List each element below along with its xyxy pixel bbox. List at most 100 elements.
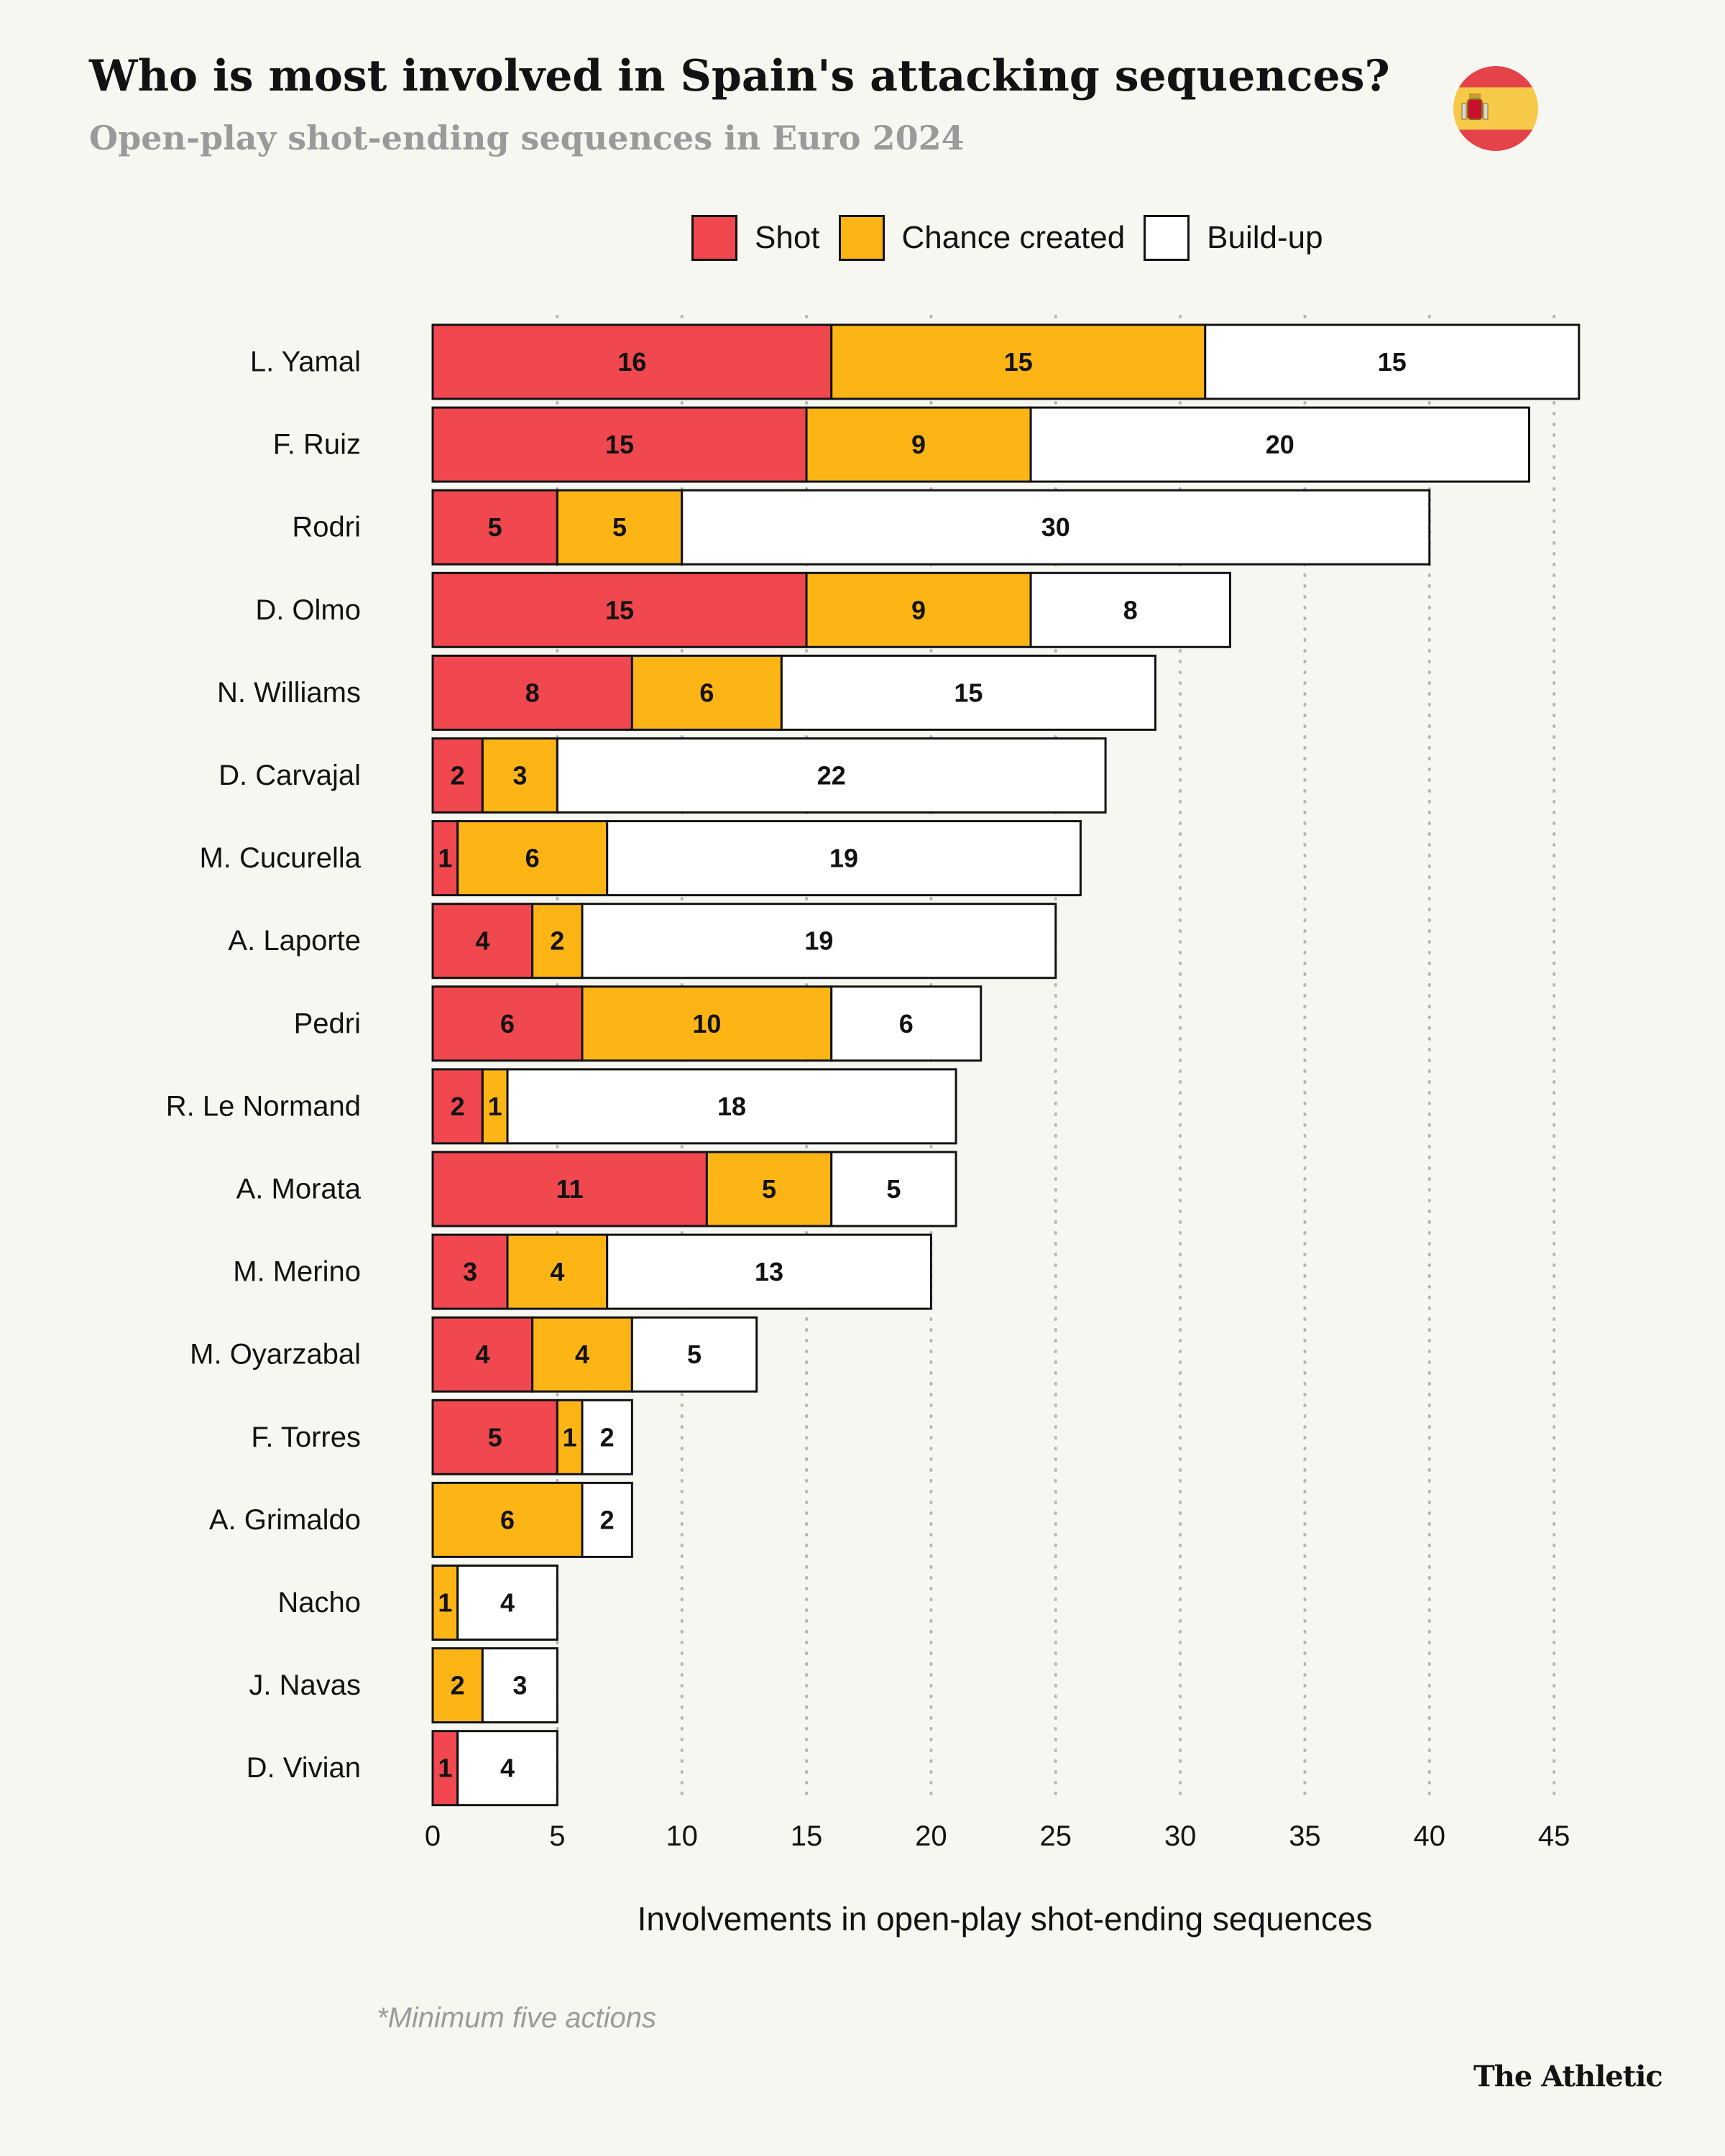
bar-build-up [581, 1481, 633, 1558]
x-tick-label: 40 [1414, 1820, 1446, 1852]
bar-shot [431, 406, 808, 483]
data-label: 30 [1041, 512, 1070, 542]
legend-item-shot: Shot [691, 215, 820, 261]
bar-shot [431, 1399, 558, 1475]
data-label: 6 [500, 1009, 515, 1038]
bar-build-up [780, 654, 1156, 731]
legend-swatch-shot [691, 215, 737, 261]
data-label: 18 [717, 1092, 746, 1121]
data-label: 13 [755, 1257, 783, 1286]
category-label-l-yamal: L. Yamal [250, 346, 361, 378]
bar-build-up [830, 1151, 957, 1227]
data-label: 2 [451, 1092, 465, 1121]
bar-build-up [830, 985, 983, 1062]
bar-build-up [456, 1565, 558, 1641]
category-label-n-williams: N. Williams [217, 677, 361, 709]
data-label: 6 [525, 844, 540, 873]
x-tick-label: 25 [1040, 1820, 1072, 1852]
data-label: 6 [899, 1009, 914, 1038]
x-tick-label: 45 [1538, 1820, 1570, 1852]
bar-chance-created [531, 1316, 633, 1393]
data-label: 2 [600, 1505, 615, 1534]
bar-build-up [1029, 571, 1231, 648]
data-label: 1 [438, 1754, 452, 1783]
bar-build-up [556, 737, 1107, 814]
data-label: 3 [463, 1257, 477, 1286]
bar-build-up [606, 820, 1082, 897]
data-label: 15 [954, 678, 983, 707]
chart-subtitle: Open-play shot-ending sequences in Euro … [89, 119, 965, 157]
data-label: 8 [525, 678, 540, 707]
bar-shot [431, 323, 833, 400]
category-label-d-carvajal: D. Carvajal [218, 760, 361, 791]
x-tick-label: 35 [1289, 1820, 1321, 1852]
bar-build-up [606, 1233, 932, 1310]
data-label: 15 [1004, 347, 1033, 377]
x-tick-label: 5 [549, 1820, 565, 1852]
x-tick-label: 10 [666, 1820, 698, 1852]
x-tick-label: 20 [915, 1820, 947, 1852]
bar-chance-created [556, 489, 684, 566]
legend-label-shot: Shot [755, 220, 820, 255]
bar-shot [431, 737, 484, 814]
bar-chance-created [431, 1481, 584, 1558]
data-label: 19 [829, 844, 858, 873]
footnote: *Minimum five actions [377, 2002, 657, 2034]
bar-chance-created [431, 1647, 484, 1724]
bar-shot [431, 985, 584, 1062]
bar-chance-created [705, 1151, 833, 1227]
data-label: 6 [699, 678, 714, 707]
bar-build-up [1029, 406, 1530, 483]
bar-shot [431, 903, 534, 980]
bar-build-up [581, 903, 1057, 980]
bar-build-up [456, 1730, 558, 1807]
coat-of-arms-icon [1461, 93, 1489, 120]
data-label: 5 [488, 1422, 502, 1452]
x-tick-label: 30 [1164, 1820, 1197, 1852]
data-label: 2 [600, 1422, 615, 1452]
category-label-d-olmo: D. Olmo [255, 594, 361, 626]
data-label: 1 [563, 1422, 577, 1452]
data-label: 16 [617, 347, 646, 377]
category-label-pedri: Pedri [294, 1008, 361, 1039]
data-label: 2 [451, 1671, 465, 1700]
data-label: 1 [438, 844, 452, 873]
data-label: 9 [911, 430, 926, 459]
x-axis-label: Involvements in open-play shot-ending se… [638, 1900, 1373, 1938]
data-label: 1 [438, 1588, 452, 1618]
category-label-d-vivian: D. Vivian [247, 1752, 361, 1784]
bar-shot [431, 571, 808, 648]
category-label-m-merino: M. Merino [233, 1256, 361, 1288]
data-label: 2 [451, 761, 465, 791]
data-label: 4 [475, 1340, 489, 1369]
bar-chance-created [531, 903, 584, 980]
category-label-m-cucurella: M. Cucurella [199, 842, 361, 874]
legend-item-build-up: Build-up [1144, 215, 1323, 261]
data-label: 10 [692, 1009, 721, 1038]
data-label: 5 [762, 1174, 776, 1204]
data-label: 1 [488, 1092, 502, 1121]
brand-logo: The Athletic [1473, 2060, 1663, 2093]
category-label-rodri: Rodri [292, 512, 361, 543]
bar-build-up [481, 1647, 558, 1724]
legend-label-chance-created: Chance created [901, 220, 1126, 255]
bar-shot [431, 1316, 534, 1393]
data-label: 8 [1123, 595, 1138, 625]
data-label: 5 [687, 1340, 702, 1369]
bar-build-up [630, 1316, 758, 1393]
data-label: 4 [500, 1754, 515, 1783]
bar-shot [431, 654, 633, 731]
category-label-nacho: Nacho [277, 1587, 361, 1618]
bar-build-up [1204, 323, 1581, 400]
x-tick-label: 15 [791, 1820, 823, 1852]
bar-shot [431, 1068, 484, 1145]
category-label-m-oyarzabal: M. Oyarzabal [190, 1339, 361, 1370]
category-label-f-torres: F. Torres [251, 1422, 361, 1453]
bar-build-up [681, 489, 1431, 566]
bar-chance-created [481, 1068, 509, 1145]
bar-chance-created [805, 406, 1032, 483]
bar-chance-created [630, 654, 783, 731]
legend-label-build-up: Build-up [1207, 220, 1323, 255]
data-label: 4 [500, 1588, 515, 1618]
